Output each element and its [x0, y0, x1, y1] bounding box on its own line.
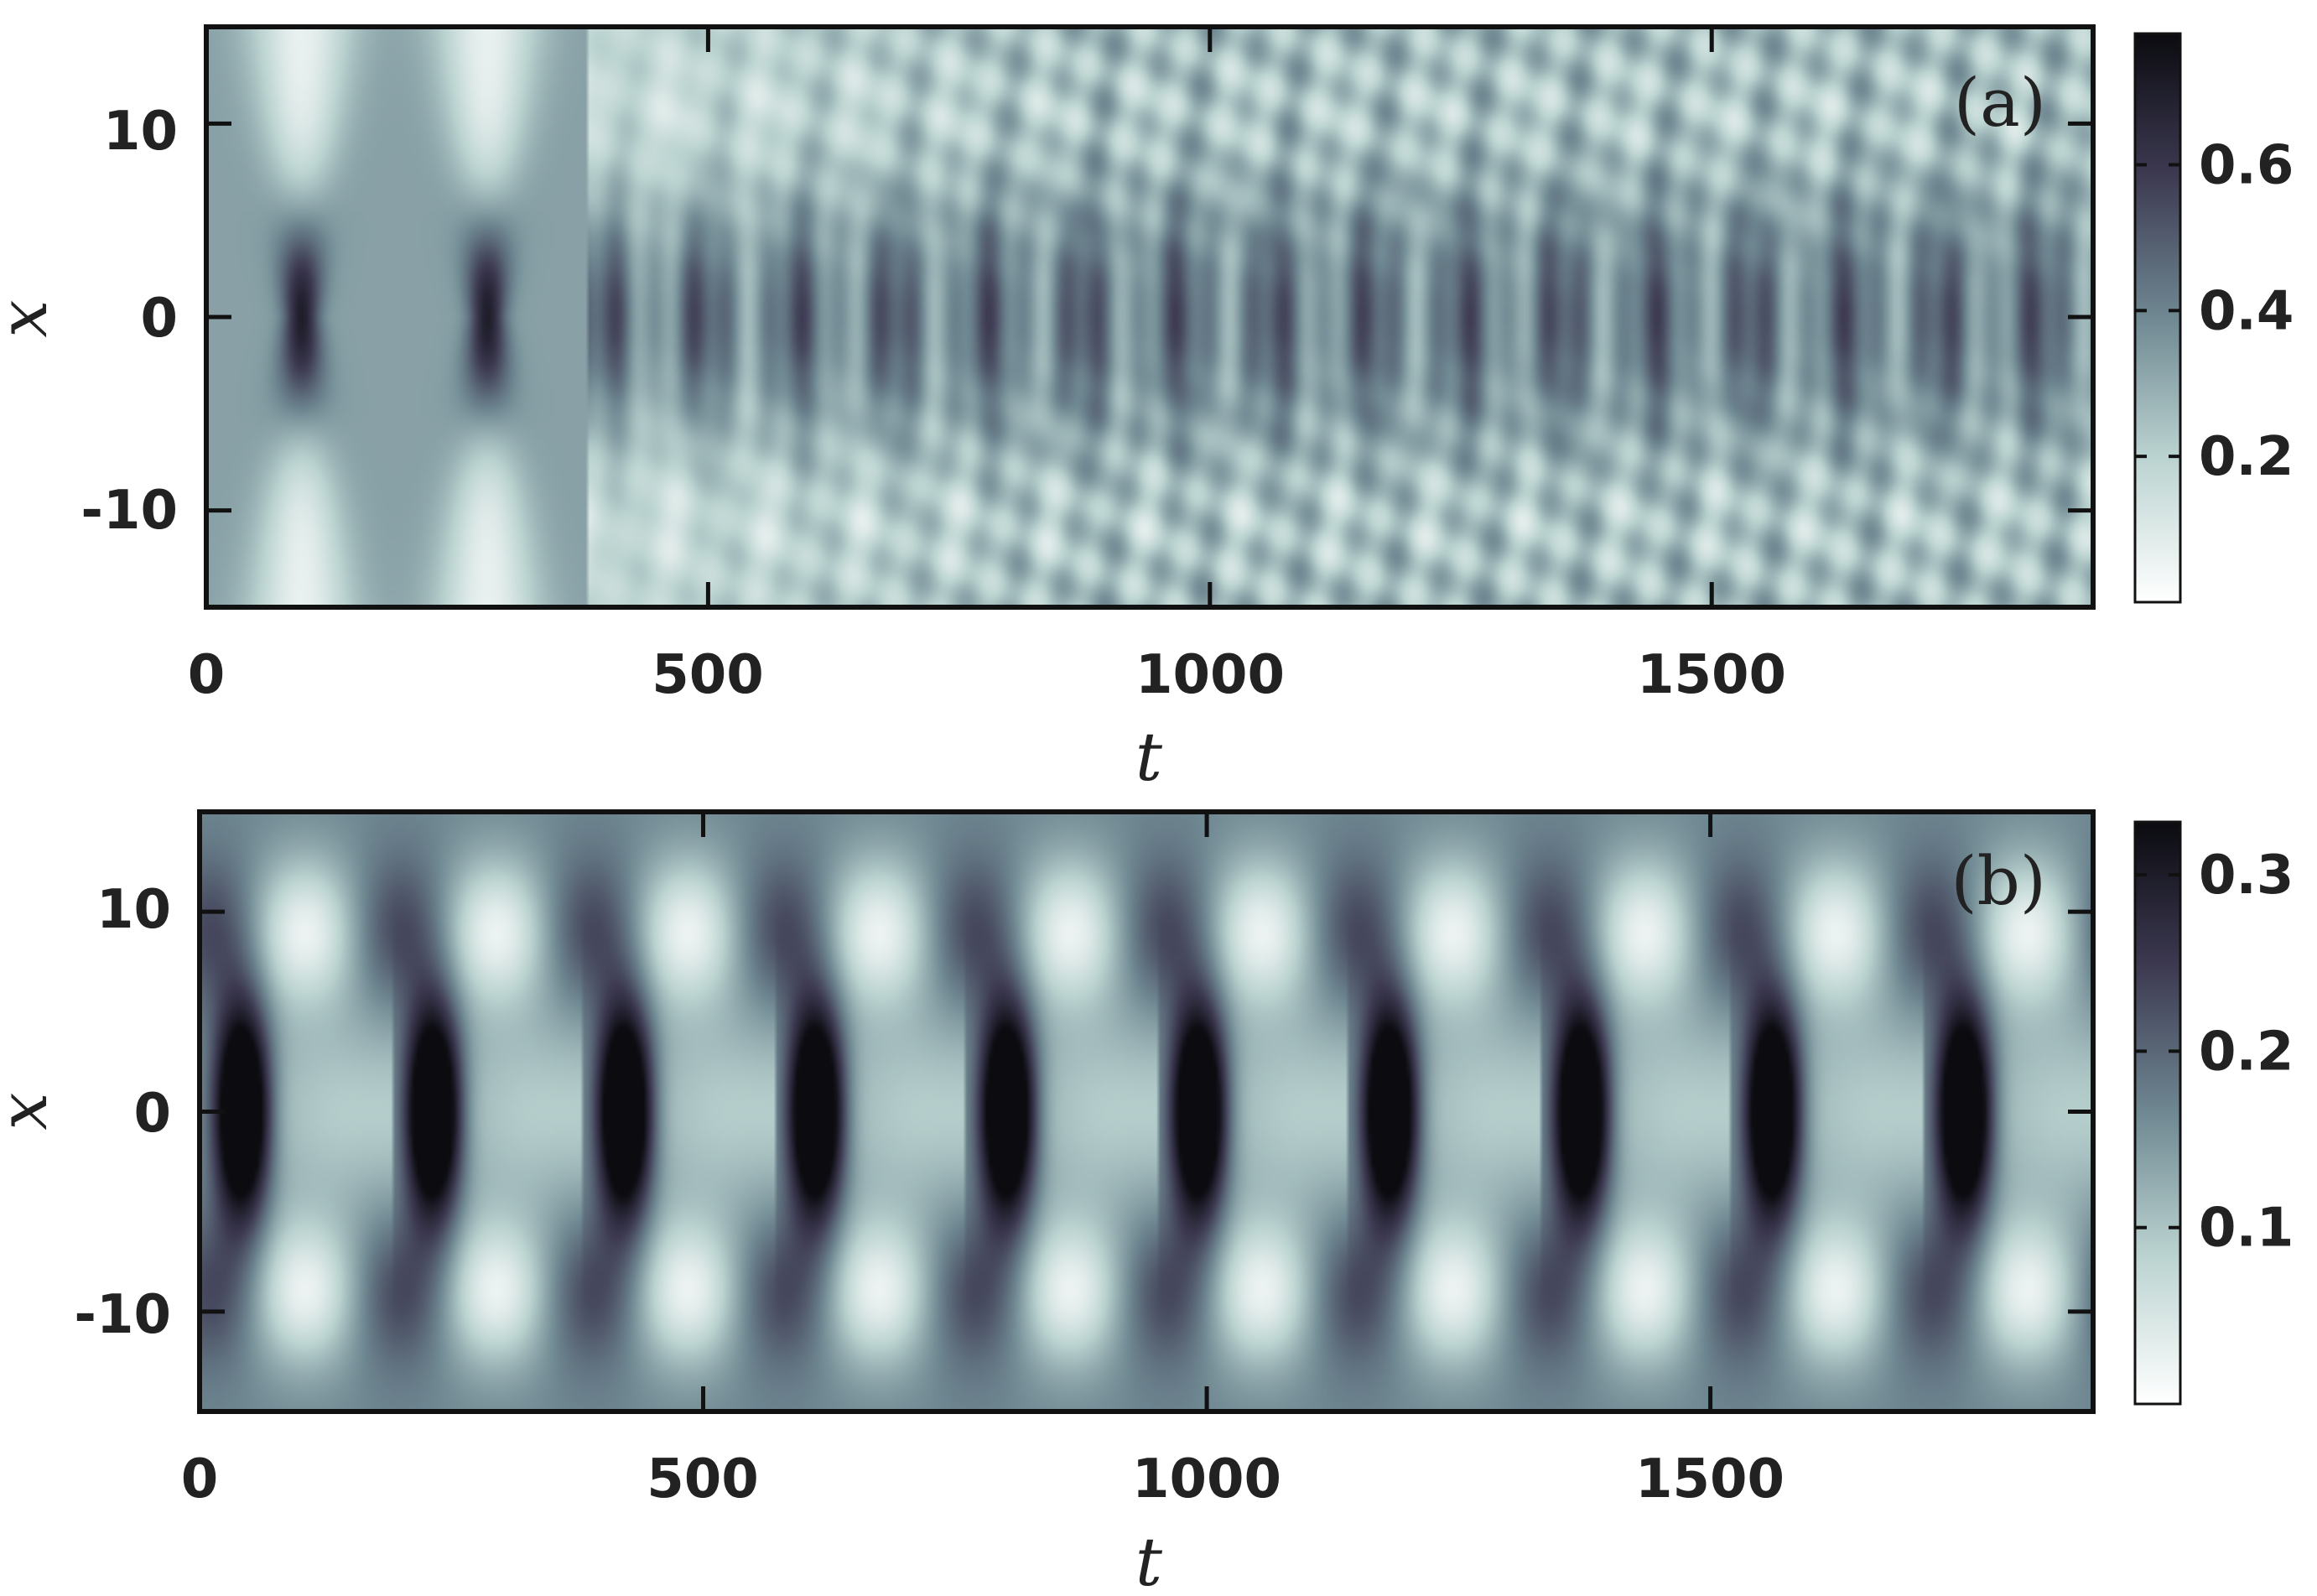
colorbar-gradient-b — [2133, 820, 2182, 1406]
colorbar-b: 0.3 0.2 0.1 — [2133, 820, 2294, 1406]
colorbar-tick-label: 0.2 — [2199, 1021, 2294, 1083]
colorbar-tick-marks-a — [2135, 163, 2180, 459]
panel-a: 0 500 1000 1500 10 0 -10 t x (a) 0.6 0.4… — [0, 24, 2294, 796]
x-tick-label: 0 — [188, 644, 226, 706]
x-tick-label: 1000 — [1132, 1448, 1281, 1510]
colorbar-tick-label: 0.3 — [2199, 845, 2294, 907]
heatmap-a — [206, 27, 2093, 607]
y-axis-label-b: x — [0, 1092, 62, 1130]
panel-label-b: (b) — [1951, 842, 2046, 920]
x-tick-label: 1500 — [1635, 1448, 1785, 1510]
colorbar-gradient-a — [2133, 32, 2182, 604]
heatmap-b — [200, 812, 2093, 1411]
x-tick-label: 1000 — [1135, 644, 1285, 706]
x-tick-label: 500 — [652, 644, 764, 706]
y-tick-label: 10 — [103, 101, 178, 163]
y-tick-label: 0 — [133, 1083, 171, 1145]
colorbar-a: 0.6 0.4 0.2 — [2133, 32, 2294, 604]
colorbar-tick-label: 0.1 — [2199, 1198, 2294, 1260]
colorbar-tick-label: 0.2 — [2199, 426, 2294, 488]
x-tick-label: 1500 — [1637, 644, 1786, 706]
colorbar-tick-label: 0.4 — [2199, 280, 2294, 342]
x-tick-labels-a: 0 500 1000 1500 — [188, 644, 1786, 706]
x-tick-labels-b: 0 500 1000 1500 — [181, 1448, 1785, 1510]
panel-b: 0 500 1000 1500 10 0 -10 t x (b) 0.3 0.2… — [0, 809, 2294, 1596]
x-axis-label-a: t — [1135, 718, 1163, 796]
panel-label-a: (a) — [1954, 64, 2046, 142]
tick-marks-a — [204, 27, 2093, 607]
y-tick-label: -10 — [74, 1284, 171, 1346]
y-tick-labels-a: 10 0 -10 — [81, 101, 178, 542]
colorbar-tick-label: 0.6 — [2199, 134, 2294, 196]
x-axis-label-b: t — [1135, 1523, 1163, 1596]
x-tick-label: 500 — [647, 1448, 759, 1510]
y-tick-labels-b: 10 0 -10 — [74, 879, 171, 1346]
y-tick-label: 0 — [140, 288, 178, 350]
colorbar-tick-marks-b — [2135, 873, 2180, 1229]
x-tick-label: 0 — [181, 1448, 219, 1510]
y-axis-label-a: x — [0, 299, 62, 337]
y-tick-label: -10 — [81, 480, 178, 542]
y-tick-label: 10 — [96, 879, 171, 941]
tick-marks-b — [197, 812, 2093, 1411]
